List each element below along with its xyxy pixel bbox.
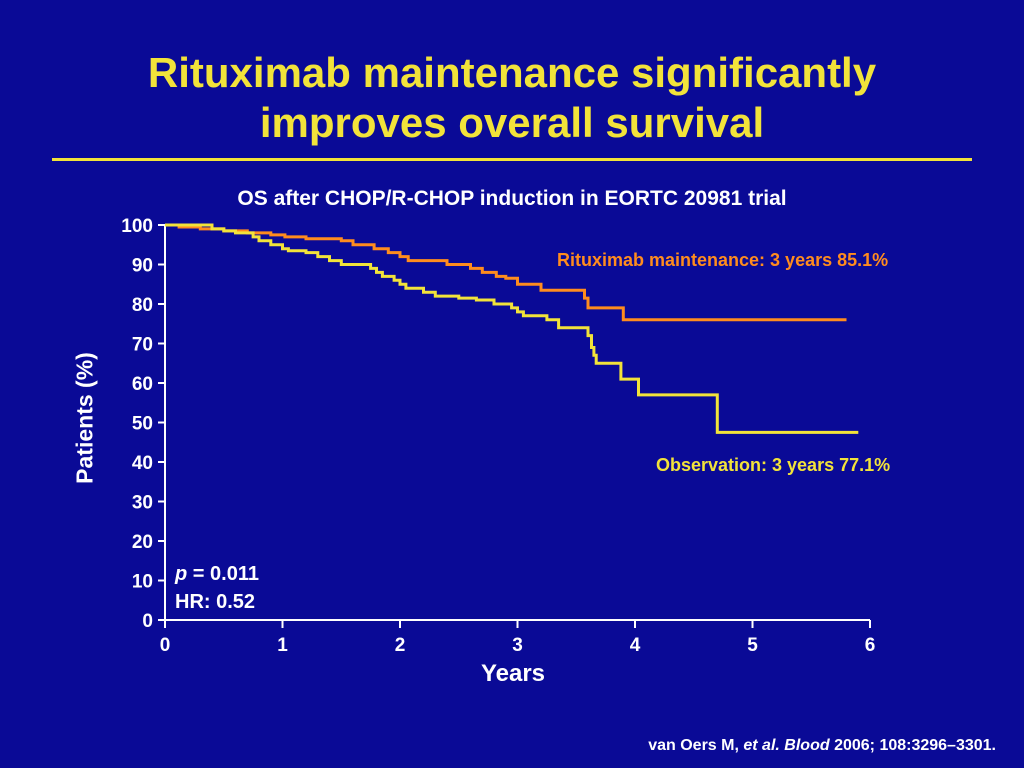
x-tick-label-1: 1 <box>277 635 288 656</box>
x-tick-label-5: 5 <box>747 635 758 656</box>
citation: van Oers M, et al. Blood 2006; 108:3296–… <box>648 737 996 755</box>
citation-etal: et al. <box>743 737 780 754</box>
series-line-rituximab-maintenance <box>165 223 847 322</box>
p-value: = 0.011 <box>187 563 259 585</box>
y-tick-label-50: 50 <box>132 414 153 435</box>
title-underline <box>52 158 972 161</box>
rituximab-series-label: Rituximab maintenance: 3 years 85.1% <box>557 250 889 270</box>
slide-title-line-2: improves overall survival <box>259 99 765 146</box>
slide-title: Rituximab maintenance significantly impr… <box>0 48 1024 148</box>
citation-authors: van Oers M, <box>648 737 744 754</box>
citation-rest: 2006; 108:3296–3301. <box>829 737 996 754</box>
statistics-annotation: p = 0.011 HR: 0.52 <box>175 560 259 616</box>
y-tick-label-90: 90 <box>132 256 153 277</box>
p-symbol: p <box>175 563 188 585</box>
y-tick-label-0: 0 <box>142 611 153 632</box>
x-tick-label-2: 2 <box>395 635 406 656</box>
x-tick-label-0: 0 <box>160 635 171 656</box>
x-tick-label-3: 3 <box>512 635 523 656</box>
p-value-line: p = 0.011 <box>175 560 259 588</box>
y-tick-label-30: 30 <box>132 493 153 514</box>
x-tick-label-4: 4 <box>630 635 641 656</box>
x-tick-label-6: 6 <box>865 635 876 656</box>
chart-title: OS after CHOP/R-CHOP induction in EORTC … <box>237 187 787 210</box>
y-tick-label-10: 10 <box>132 572 153 593</box>
slide-title-line-1: Rituximab maintenance significantly <box>147 49 877 96</box>
y-axis-label: Patients (%) <box>71 352 98 484</box>
citation-journal: Blood <box>784 737 830 754</box>
observation-series-label: Observation: 3 years 77.1% <box>656 455 891 475</box>
y-tick-label-70: 70 <box>132 335 153 356</box>
y-tick-label-60: 60 <box>132 374 153 395</box>
x-axis-label: Years <box>480 660 546 687</box>
y-tick-label-20: 20 <box>132 532 153 553</box>
y-tick-label-80: 80 <box>132 295 153 316</box>
hazard-ratio: HR: 0.52 <box>175 591 256 613</box>
series-line-observation <box>165 223 859 434</box>
y-tick-label-40: 40 <box>132 453 153 474</box>
y-tick-label-100: 100 <box>121 216 153 237</box>
